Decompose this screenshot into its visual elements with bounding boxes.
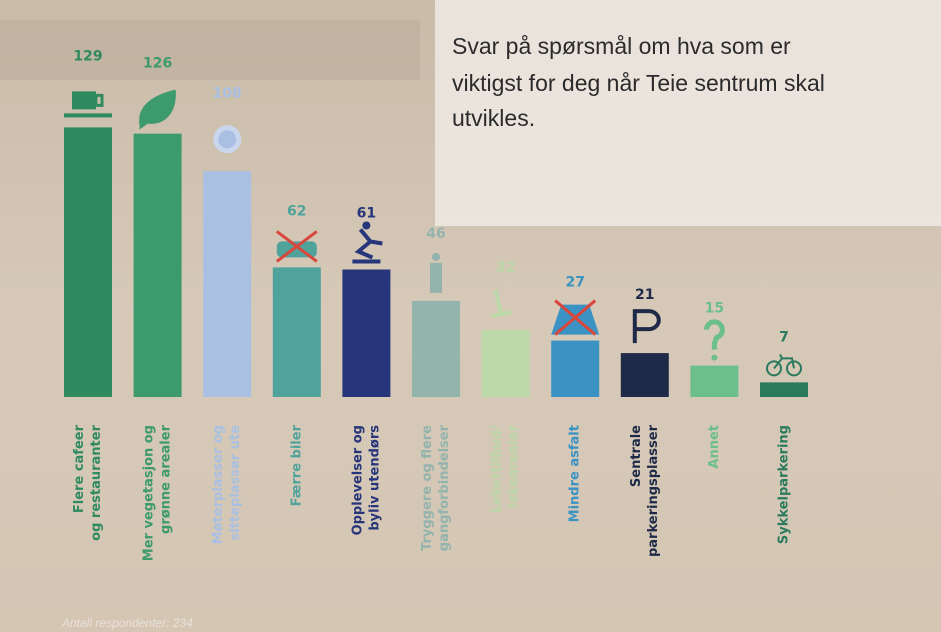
footnote: Antall respondenter: 234 [61,616,193,630]
icon-part [94,93,104,107]
value-label: 7 [779,329,789,345]
value-label: 61 [357,206,376,222]
bar [133,133,182,397]
icon-part [632,309,661,344]
icon [139,89,176,130]
category-label: Annet [707,425,722,469]
icon-part [276,241,317,258]
bar [760,382,808,397]
intro-line: viktigst for deg når Teie sentrum skal [452,70,825,96]
value-label: 62 [287,203,306,219]
icon [703,319,725,361]
icon-part [218,130,237,149]
category-label: Sentrale [629,425,644,487]
icon-part [432,252,440,261]
category-label: Lekettilbud/ [490,425,505,513]
icon-part [554,299,597,336]
bar [412,300,460,397]
icon-part [491,289,512,319]
value-label: 108 [213,85,242,101]
category-label: parkeringsplasser [646,424,661,557]
category-label: og restauranter [89,424,104,540]
icon [64,91,112,118]
bar [203,171,252,397]
icon [430,252,442,293]
intro-line: Svar på spørsmål om hva som er [452,33,791,59]
category-label: Sykkelparkering [777,425,792,544]
category-label: lekearealer [507,424,522,507]
value-label: 27 [565,275,584,291]
value-label: 129 [73,48,102,64]
bar [690,365,739,397]
value-label: 15 [705,301,724,317]
icon-part [773,353,795,369]
icon-part [362,221,371,230]
icon [632,309,661,344]
value-label: 32 [496,260,515,276]
category-label: Mer vegetasjon og [142,425,157,561]
bar [64,127,112,397]
category-label: Tryggere og flere [420,425,435,551]
icon [213,125,242,154]
intro-line: utvikles. [452,105,535,131]
icon-part [430,262,442,293]
category-label: byliv utendørs [367,425,382,531]
bar [342,269,391,397]
icon [766,353,802,377]
bar [481,330,530,397]
icon-part [72,91,96,110]
category-label: gangforbindelser [437,424,452,551]
icon-part [275,230,318,263]
category-label: Flere cafeer [72,424,87,513]
bar [620,353,669,397]
background-shade [0,20,420,80]
icon [551,299,600,336]
category-label: grønne arealer [159,424,174,534]
icon-part [711,354,718,361]
icon-part [786,360,802,377]
category-label: Opplevelser og [350,425,365,535]
value-label: 46 [426,226,445,242]
icon [275,230,318,263]
intro-box [435,0,941,226]
icon-part [352,228,383,264]
value-label: 126 [143,56,172,72]
icon [352,221,383,264]
value-label: 21 [635,287,654,303]
category-label: sitteplasser ute [228,425,243,541]
category-label: Færre biler [289,424,304,506]
icon-part [766,360,782,377]
icon [491,289,512,319]
icon-part [703,319,725,350]
icon-part [64,113,112,118]
category-label: Mindre asfalt [568,425,583,522]
icon-part [139,89,176,130]
bar [272,267,321,397]
category-label: Møterplasser og [211,425,226,544]
bar [551,340,600,397]
